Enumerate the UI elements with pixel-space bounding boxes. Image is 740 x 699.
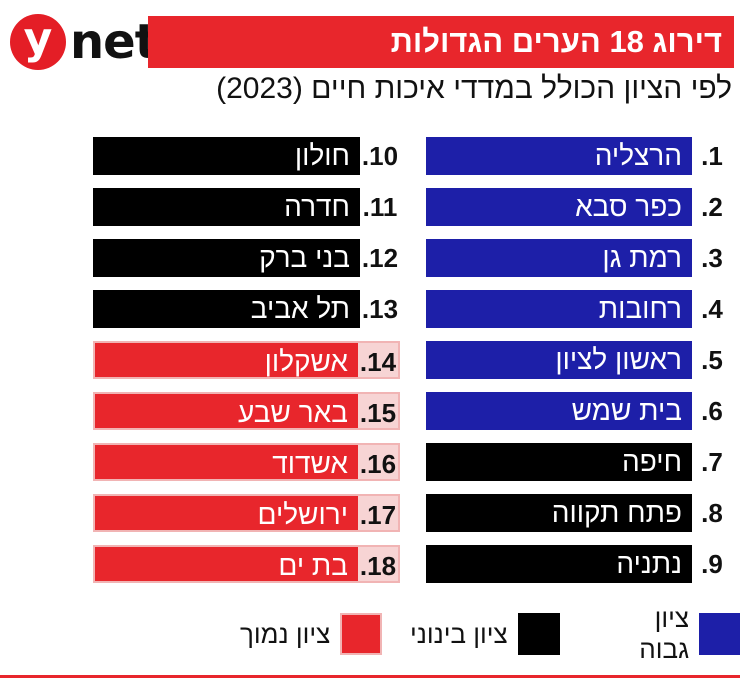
rank-number: 9. bbox=[692, 545, 732, 583]
rank-number: 1. bbox=[692, 137, 732, 175]
rank-number: 4. bbox=[692, 290, 732, 328]
city-name: בני ברק bbox=[93, 239, 360, 277]
city-name: בית שמש bbox=[426, 392, 692, 430]
page-title: דירוג 18 הערים הגדולות bbox=[148, 16, 734, 68]
ranking-row: 8. פתח תקווה bbox=[426, 494, 732, 532]
rank-number: 8. bbox=[692, 494, 732, 532]
rank-number: 11. bbox=[360, 188, 400, 226]
legend-mid-label: ציון בינוני bbox=[410, 618, 508, 649]
rank-number: 2. bbox=[692, 188, 732, 226]
city-name: חיפה bbox=[426, 443, 692, 481]
rank-number: 13. bbox=[360, 290, 400, 328]
rank-number: 14. bbox=[358, 343, 398, 377]
city-name: ראשון לציון bbox=[426, 341, 692, 379]
city-name: חדרה bbox=[93, 188, 360, 226]
city-name: חולון bbox=[93, 137, 360, 175]
ranking-row: 3. רמת גן bbox=[426, 239, 732, 277]
bottom-divider bbox=[0, 675, 740, 678]
ranking-row: 11. חדרה bbox=[93, 188, 400, 226]
ranking-row: 16. אשדוד bbox=[93, 443, 400, 481]
ranking-row: 6. בית שמש bbox=[426, 392, 732, 430]
rank-number: 5. bbox=[692, 341, 732, 379]
legend-mid-swatch bbox=[517, 613, 560, 655]
logo-net-text: net bbox=[70, 14, 158, 70]
legend-low-label: ציון נמוך bbox=[240, 618, 331, 649]
ranking-row: 14. אשקלון bbox=[93, 341, 400, 379]
rank-number: 3. bbox=[692, 239, 732, 277]
city-name: הרצליה bbox=[426, 137, 692, 175]
ranking-row: 17. ירושלים bbox=[93, 494, 400, 532]
rank-number: 17. bbox=[358, 496, 398, 530]
ranking-row: 1. הרצליה bbox=[426, 137, 732, 175]
logo-y-mark: y bbox=[10, 14, 66, 70]
legend-mid: ציון בינוני bbox=[410, 613, 560, 655]
ranking-row: 5. ראשון לציון bbox=[426, 341, 732, 379]
legend-high-swatch bbox=[699, 613, 740, 655]
rank-number: 15. bbox=[358, 394, 398, 428]
rank-number: 12. bbox=[360, 239, 400, 277]
rank-number: 16. bbox=[358, 445, 398, 479]
city-name: רחובות bbox=[426, 290, 692, 328]
ranking-row: 12. בני ברק bbox=[93, 239, 400, 277]
city-name: ירושלים bbox=[95, 496, 358, 530]
ranking-row: 15. באר שבע bbox=[93, 392, 400, 430]
ranking-row: 2. כפר סבא bbox=[426, 188, 732, 226]
legend-low-swatch bbox=[340, 613, 383, 655]
rank-number: 18. bbox=[358, 547, 398, 581]
ranking-row: 10. חולון bbox=[93, 137, 400, 175]
city-name: אשדוד bbox=[95, 445, 358, 479]
city-name: אשקלון bbox=[95, 343, 358, 377]
rank-number: 7. bbox=[692, 443, 732, 481]
city-name: כפר סבא bbox=[426, 188, 692, 226]
city-name: פתח תקווה bbox=[426, 494, 692, 532]
page-subtitle: לפי הציון הכולל במדדי איכות חיים (2023) bbox=[216, 72, 732, 105]
city-name: רמת גן bbox=[426, 239, 692, 277]
city-name: תל אביב bbox=[93, 290, 360, 328]
ranking-row: 18. בת ים bbox=[93, 545, 400, 583]
legend-high-label: ציון גבוה bbox=[639, 603, 690, 664]
rank-number: 10. bbox=[360, 137, 400, 175]
ranking-row: 7. חיפה bbox=[426, 443, 732, 481]
city-name: בת ים bbox=[95, 547, 358, 581]
legend-low: ציון נמוך bbox=[240, 613, 383, 655]
ranking-row: 9. נתניה bbox=[426, 545, 732, 583]
ranking-row: 13. תל אביב bbox=[93, 290, 400, 328]
rank-number: 6. bbox=[692, 392, 732, 430]
ranking-row: 4. רחובות bbox=[426, 290, 732, 328]
ynet-logo[interactable]: y net bbox=[10, 14, 158, 70]
city-name: באר שבע bbox=[95, 394, 358, 428]
legend-high: ציון גבוה bbox=[600, 603, 740, 664]
city-name: נתניה bbox=[426, 545, 692, 583]
